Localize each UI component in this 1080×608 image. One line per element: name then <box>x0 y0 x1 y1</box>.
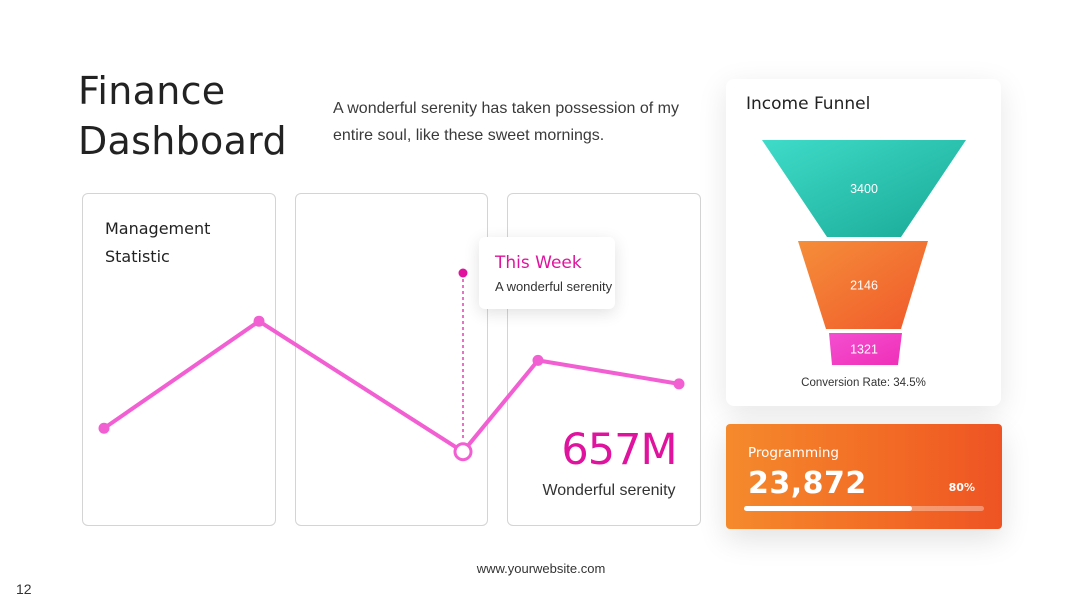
programming-label: Programming <box>748 445 839 461</box>
this-week-tooltip: This Week A wonderful serenity <box>479 237 615 309</box>
stat-panel-middle <box>295 193 488 526</box>
management-statistic-label: Management Statistic <box>105 215 210 271</box>
funnel-tier-label-1: 3400 <box>850 182 878 196</box>
title-line-1: Finance <box>78 69 226 113</box>
funnel-tier-label-2: 2146 <box>850 279 878 293</box>
big-stat-value: 657M <box>561 425 677 475</box>
programming-progress-fill <box>744 506 912 511</box>
title-line-2: Dashboard <box>78 119 287 163</box>
big-stat-caption: Wonderful serenity <box>542 482 676 499</box>
income-funnel-card: 3400 2146 1321 Income Funnel Conversion Ra… <box>726 79 1001 406</box>
programming-card: Programming 23,872 80% <box>726 424 1002 529</box>
tooltip-title: This Week <box>495 253 582 273</box>
page-title: Finance Dashboard <box>78 66 287 166</box>
conversion-rate: Conversion Rate: 34.5% <box>801 377 926 389</box>
programming-value: 23,872 <box>748 466 867 501</box>
funnel-tier-label-3: 1321 <box>850 343 878 357</box>
management-label-line-2: Statistic <box>105 247 170 266</box>
tooltip-text: A wonderful serenity <box>495 279 613 294</box>
income-funnel-chart: 3400 2146 1321 <box>762 140 966 365</box>
page-subtitle: A wonderful serenity has taken possessio… <box>333 100 679 144</box>
programming-percent: 80% <box>948 481 975 494</box>
funnel-tier-2 <box>798 241 928 329</box>
website-url: www.yourwebsite.com <box>476 561 606 576</box>
page-number: 12 <box>16 581 32 597</box>
management-label-line-1: Management <box>105 219 211 238</box>
funnel-title: Income Funnel <box>746 94 871 114</box>
funnel-tier-3 <box>829 333 902 365</box>
programming-progress-track <box>744 506 984 511</box>
funnel-tier-1 <box>762 140 966 237</box>
